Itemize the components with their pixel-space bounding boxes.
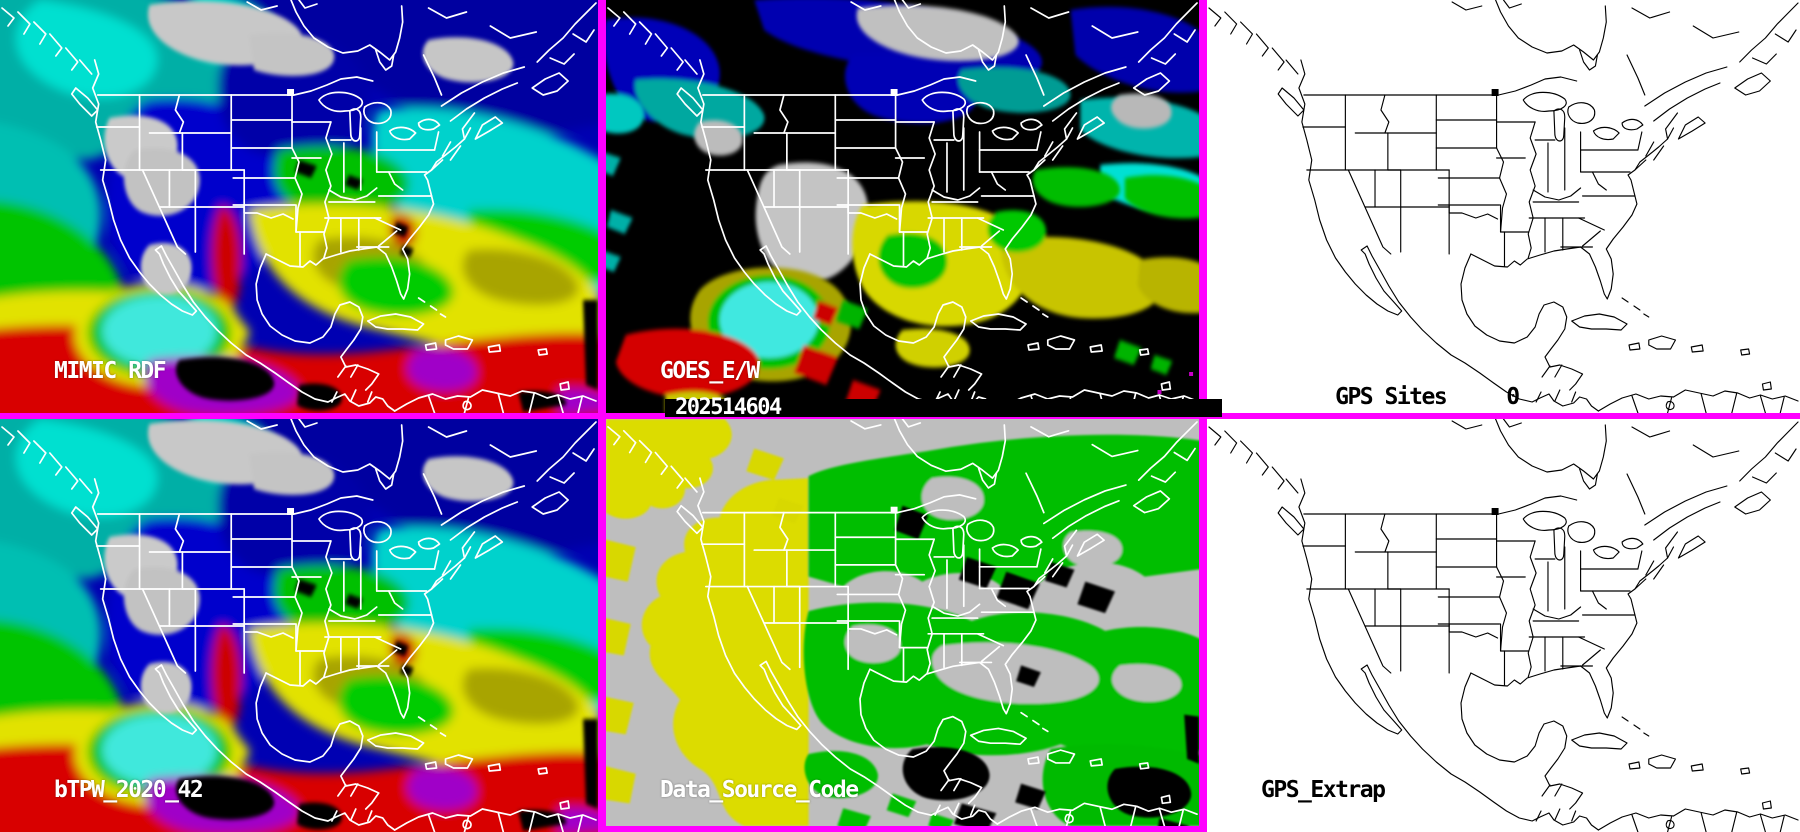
panel-goes-ew: GOES_E/W	[606, 0, 1199, 413]
panel-data-source-code: Data_Source_Code	[606, 419, 1199, 826]
panel-label-gps-extrap: GPS_Extrap	[1261, 777, 1386, 803]
panel-label-goes-ew: GOES_E/W	[660, 358, 760, 384]
gps-sites-map-image	[1208, 0, 1799, 413]
gps-sites-count: 0	[1506, 384, 1520, 410]
panel-label-gps-sites: GPS Sites 0	[1261, 358, 1520, 413]
gps-extrap-map-image	[1208, 419, 1799, 832]
panel-gps-sites: GPS Sites 0	[1207, 0, 1800, 413]
panel-mimic-rdf: MIMIC RDF	[0, 0, 598, 413]
north-america-map	[1208, 0, 1799, 413]
panel-btpw-2020-42: bTPW_2020_42	[0, 419, 598, 832]
tpw-field-image	[0, 0, 598, 413]
timestamp-text: 202514604	[675, 395, 782, 420]
goes-field-image	[606, 0, 1199, 413]
gps-sites-label: GPS Sites	[1335, 384, 1448, 410]
panel-label-data-source-code: Data_Source_Code	[660, 777, 859, 803]
panel-label-mimic-rdf: MIMIC RDF	[54, 358, 167, 384]
data-source-field-image	[606, 419, 1199, 826]
btpw-field-image	[0, 419, 598, 832]
timestamp-bar: 202514604	[665, 397, 1222, 419]
panel-gps-extrap: GPS_Extrap	[1207, 419, 1800, 832]
magenta-divider-horizontal-bottom	[598, 826, 1207, 832]
panel-label-btpw-2020-42: bTPW_2020_42	[54, 777, 204, 803]
north-america-map	[1208, 419, 1799, 832]
